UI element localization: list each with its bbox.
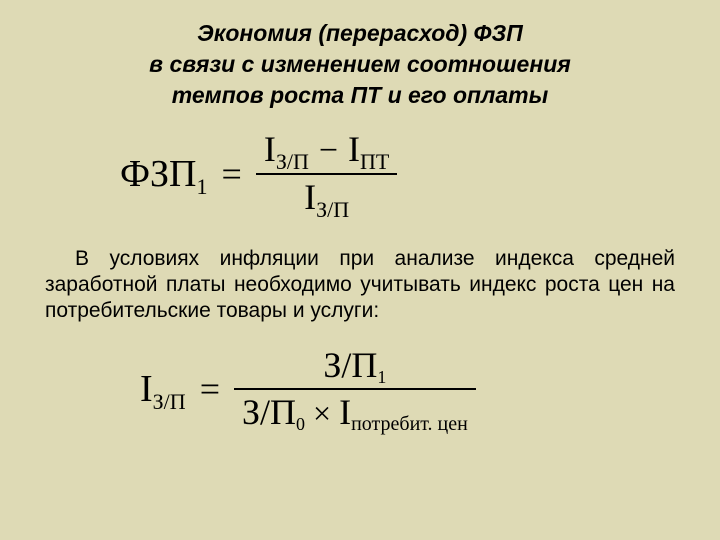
formula2-fraction: З/П1 З/П0 × Iпотребит. цен [234,345,476,434]
formula2-den-a-sub: 0 [296,414,305,435]
formula1-den-main: I [304,177,316,218]
formula2-num-main: З/П [323,345,377,386]
title-line-3: темпов роста ПТ и его оплаты [172,82,549,108]
times-sign: × [313,395,331,432]
formula1-numerator: IЗ/П − IПТ [256,129,398,170]
fraction-bar-2 [234,388,476,390]
formula2-den-a: З/П [242,392,296,433]
formula2-den-b: I [339,392,351,433]
formula1-num-a-sub: З/П [276,149,309,174]
formula2-denominator: З/П0 × Iпотребит. цен [234,392,476,433]
formula1-fraction: IЗ/П − IПТ IЗ/П [256,129,398,218]
minus-sign: − [319,131,338,170]
formula1-num-b: I [348,129,360,170]
slide-title: Экономия (перерасход) ФЗП в связи с изме… [40,18,680,111]
formula1-lhs-main: ФЗП [120,152,197,196]
formula1-lhs-sub: 1 [197,174,208,200]
body-paragraph: В условиях инфляции при анализе индекса … [45,246,675,325]
formula2-lhs-main: I [140,367,153,411]
formula1-lhs: ФЗП1 [120,152,208,196]
formula2-lhs-sub: З/П [153,389,186,415]
formula1-denominator: IЗ/П [296,177,357,218]
equals-sign: = [222,153,242,195]
formula2-lhs: IЗ/П [140,367,186,411]
title-line-1: Экономия (перерасход) ФЗП [197,20,523,46]
title-line-2: в связи с изменением соотношения [149,51,571,77]
equals-sign-2: = [200,368,220,410]
formula-index: IЗ/П = З/П1 З/П0 × Iпотребит. цен [140,345,680,434]
formula2-den-b-sub: потребит. цен [351,413,468,436]
formula1-num-a: I [264,129,276,170]
formula1-den-sub: З/П [316,197,349,222]
formula-savings: ФЗП1 = IЗ/П − IПТ IЗ/П [120,129,680,218]
formula2-numerator: З/П1 [315,345,394,386]
formula1-num-b-sub: ПТ [360,149,389,174]
formula2-num-sub: 1 [377,367,386,388]
